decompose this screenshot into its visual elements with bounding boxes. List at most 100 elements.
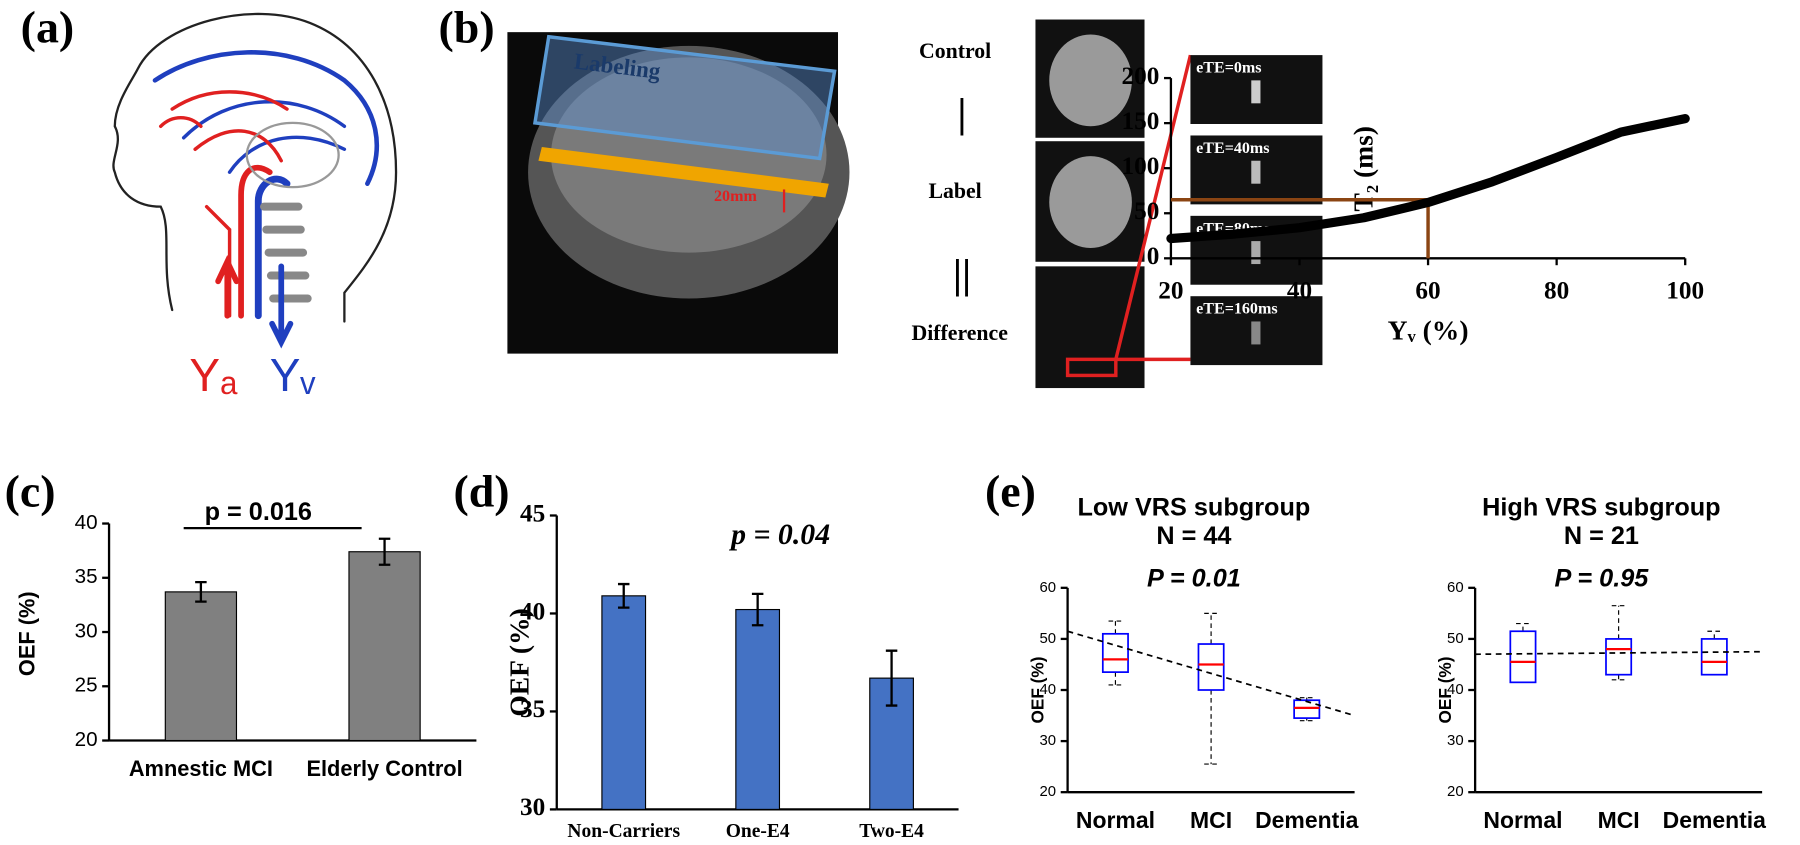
- bar: [735, 608, 781, 810]
- box: [1509, 630, 1537, 684]
- annotation: p = 0.016: [205, 498, 312, 526]
- y-tick-label: 45: [520, 499, 545, 527]
- y-axis-label: OEF (%): [1435, 657, 1455, 724]
- y-tick-label: 20: [75, 728, 98, 751]
- x-tick-label: MCI: [1190, 807, 1232, 833]
- row-label: Difference: [911, 321, 1008, 345]
- x-tick-label: 40: [1287, 277, 1312, 305]
- error-bar: [751, 592, 764, 627]
- panel-label: (e): [985, 466, 1036, 517]
- x-tick-label: Dementia: [1663, 807, 1767, 833]
- y-tick-label: 40: [75, 511, 98, 534]
- labeling-plane: [538, 146, 829, 198]
- x-tick-label: MCI: [1598, 807, 1640, 833]
- y-tick-label: 40: [1040, 681, 1057, 698]
- x-tick-label: 80: [1544, 277, 1569, 305]
- whisker: [1204, 690, 1218, 765]
- y-tick-label: 20: [1447, 783, 1464, 800]
- x-tick-label: 60: [1415, 277, 1440, 305]
- row-separator: |: [957, 90, 966, 136]
- box: [1101, 632, 1129, 673]
- y-tick-label: 30: [520, 793, 545, 821]
- chart-title: Low VRS subgroup: [1077, 493, 1310, 521]
- y-tick-label: 200: [1122, 62, 1160, 90]
- x-tick-label: Two-E4: [859, 821, 924, 842]
- venous-label: Yᵥ: [270, 349, 317, 401]
- y-axis-label: OEF (%): [14, 591, 39, 676]
- y-tick-label: 35: [75, 565, 98, 588]
- x-tick-label: Non-Carriers: [567, 821, 680, 842]
- x-tick-label: One-E4: [726, 821, 790, 842]
- y-tick-label: 25: [75, 674, 98, 697]
- y-tick-label: 100: [1122, 152, 1160, 180]
- panel-label: (a): [21, 2, 75, 53]
- thumbnails: [1035, 19, 1323, 389]
- chart-subtitle: N = 44: [1156, 522, 1231, 550]
- whisker: [1204, 612, 1218, 645]
- y-tick-label: 30: [1040, 732, 1057, 749]
- error-bar: [195, 580, 207, 603]
- gap-label: 20mm: [714, 188, 757, 205]
- y-tick-label: 50: [1447, 630, 1464, 647]
- x-tick-label: 20: [1158, 277, 1183, 305]
- arterial-label: Yₐ: [189, 349, 238, 401]
- y-tick-label: 150: [1122, 107, 1160, 135]
- y-tick-label: 30: [1447, 732, 1464, 749]
- box: [1700, 638, 1728, 676]
- box: [1605, 638, 1633, 676]
- trend-line: [1475, 650, 1763, 656]
- whisker: [1611, 605, 1626, 639]
- curve: [1166, 114, 1690, 244]
- y-tick-label: 50: [1040, 630, 1057, 647]
- y-tick-label: 20: [1040, 783, 1057, 800]
- x-tick-label: Dementia: [1255, 807, 1359, 833]
- echo-label: eTE=40ms: [1196, 140, 1269, 157]
- x-axis-label: Yᵥ (%): [1388, 314, 1469, 345]
- chart-subtitle: N = 21: [1564, 522, 1639, 550]
- whisker: [1108, 672, 1123, 686]
- y-axis-label: T₂ (ms): [1347, 126, 1378, 212]
- bar: [348, 551, 421, 742]
- box: [1293, 699, 1321, 719]
- labeling-slab: [532, 34, 837, 161]
- brain-cortex: [551, 57, 827, 253]
- row-label: Control: [919, 39, 991, 63]
- head-sketch: [112, 12, 398, 349]
- x-tick-label: Amnestic MCI: [129, 756, 273, 781]
- whisker: [1707, 630, 1722, 639]
- chart-title: High VRS subgroup: [1482, 493, 1720, 521]
- y-tick-label: 50: [1134, 197, 1159, 225]
- panel-label: (b): [439, 2, 495, 53]
- bar: [601, 595, 647, 810]
- panel-label: (d): [453, 466, 509, 517]
- y-tick-label: 60: [1040, 579, 1057, 596]
- panel-label: (c): [5, 466, 56, 517]
- error-bar: [885, 649, 898, 707]
- y-tick-label: 40: [1447, 681, 1464, 698]
- whisker: [1516, 623, 1530, 632]
- y-tick-label: 40: [520, 597, 545, 625]
- y-tick-label: 30: [75, 619, 98, 642]
- y-tick-label: 0: [1147, 242, 1160, 270]
- y-tick-label: 35: [520, 695, 545, 723]
- error-bar: [617, 582, 630, 609]
- echo-label: eTE=0ms: [1196, 60, 1261, 77]
- x-tick-label: Normal: [1483, 807, 1562, 833]
- error-bar: [378, 537, 391, 566]
- echo-label: eTE=160ms: [1196, 301, 1277, 318]
- whisker: [1108, 620, 1123, 634]
- bar: [164, 591, 238, 742]
- x-tick-label: Elderly Control: [306, 756, 462, 781]
- annotation: p = 0.04: [728, 518, 830, 551]
- trend-line: [1067, 630, 1355, 717]
- annotation: P = 0.95: [1554, 564, 1649, 592]
- row-label: Label: [928, 179, 981, 203]
- y-axis-label: OEF (%): [1027, 657, 1047, 724]
- y-axis-label: OEF (%): [504, 608, 535, 716]
- box: [1197, 643, 1225, 691]
- x-tick-label: Normal: [1076, 807, 1155, 833]
- x-tick-label: 100: [1666, 277, 1704, 305]
- y-tick-label: 60: [1447, 579, 1464, 596]
- row-separator: ||: [953, 250, 971, 296]
